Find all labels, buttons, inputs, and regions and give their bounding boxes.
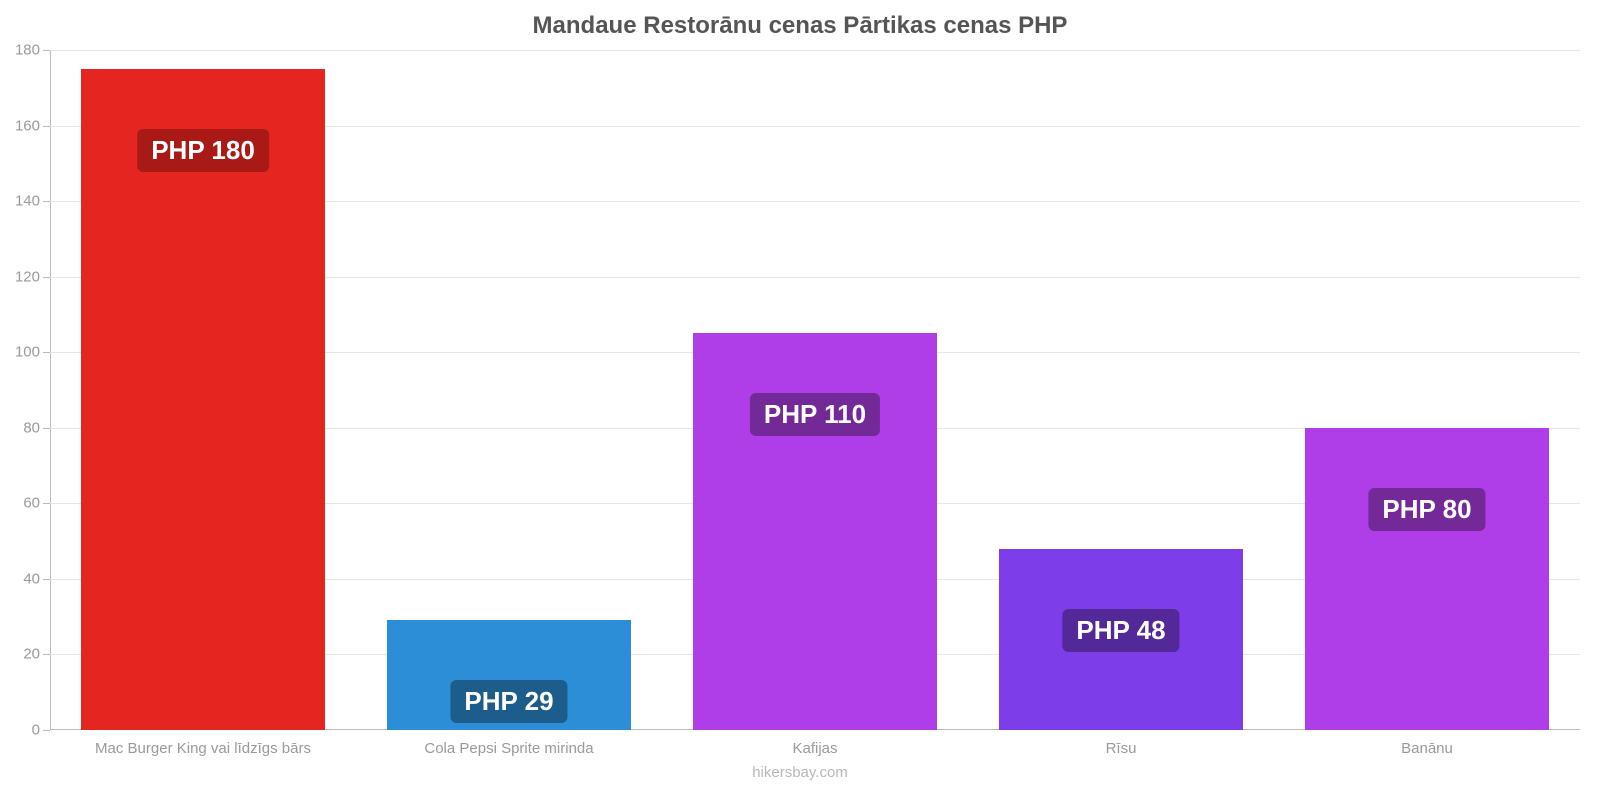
y-axis-line <box>50 50 51 730</box>
y-tick-label: 20 <box>23 646 50 663</box>
price-bar-chart: Mandaue Restorānu cenas Pārtikas cenas P… <box>0 0 1600 800</box>
y-tick-label: 160 <box>15 117 50 134</box>
plot-area: 020406080100120140160180Mac Burger King … <box>50 50 1580 730</box>
chart-footer: hikersbay.com <box>0 764 1600 781</box>
value-badge: PHP 110 <box>750 393 880 436</box>
y-tick-label: 180 <box>15 42 50 59</box>
x-tick-label: Banānu <box>1401 730 1453 757</box>
value-badge: PHP 180 <box>137 129 269 172</box>
value-badge: PHP 48 <box>1062 609 1179 652</box>
y-tick-label: 60 <box>23 495 50 512</box>
x-tick-label: Mac Burger King vai līdzīgs bārs <box>95 730 311 757</box>
gridline <box>50 50 1580 51</box>
chart-title: Mandaue Restorānu cenas Pārtikas cenas P… <box>0 12 1600 40</box>
bar <box>1305 428 1550 730</box>
value-badge: PHP 29 <box>450 680 567 723</box>
y-tick-label: 80 <box>23 419 50 436</box>
y-tick-label: 100 <box>15 344 50 361</box>
x-tick-label: Kafijas <box>792 730 837 757</box>
value-badge: PHP 80 <box>1368 488 1485 531</box>
x-tick-label: Cola Pepsi Sprite mirinda <box>424 730 593 757</box>
y-tick-label: 0 <box>32 722 50 739</box>
y-tick-label: 40 <box>23 570 50 587</box>
y-tick-label: 140 <box>15 193 50 210</box>
x-tick-label: Rīsu <box>1106 730 1137 757</box>
y-tick-label: 120 <box>15 268 50 285</box>
